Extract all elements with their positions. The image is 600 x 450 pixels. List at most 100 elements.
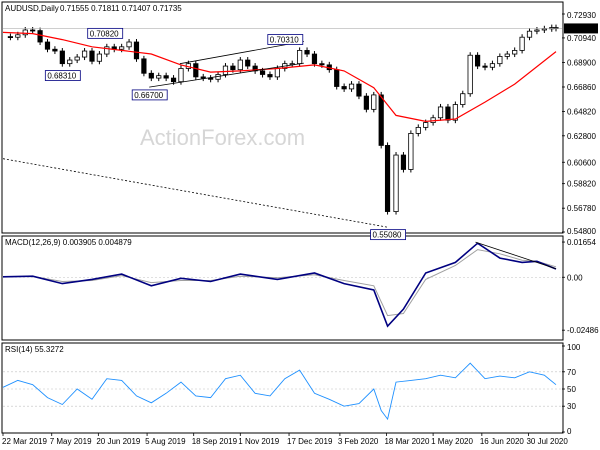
x-tick-label: 20 Jun 2019 — [96, 437, 141, 446]
x-tick-label: 1 Nov 2019 — [238, 437, 279, 446]
candle-body — [245, 59, 251, 67]
candle-body — [170, 77, 177, 83]
x-tick-label: 16 Jun 2020 — [480, 437, 525, 446]
candle-body — [156, 75, 162, 79]
candle-body — [371, 94, 377, 110]
annotation-box — [44, 70, 81, 81]
ohlc-values: 0.71555 0.71811 0.71407 0.71735 — [60, 4, 182, 13]
x-tick-label: 7 May 2019 — [50, 437, 92, 446]
annotation-label: 0.66700 — [134, 91, 163, 100]
candle-body — [356, 83, 362, 97]
candle-body — [104, 46, 110, 55]
price-annotation: 0.68310 — [44, 70, 81, 81]
candle-body — [363, 95, 369, 110]
candle-body — [200, 76, 206, 79]
macd-line — [2, 242, 557, 328]
y-tick-label: 0.54800 — [567, 227, 596, 236]
y-tick-label: 0.56780 — [567, 204, 596, 213]
y-tick-label: 30 — [567, 402, 576, 411]
candle-body — [208, 77, 214, 80]
candle-body — [452, 104, 458, 121]
candle-body — [341, 86, 347, 90]
y-tick-label: 0.72930 — [567, 11, 596, 20]
candle-body — [37, 30, 43, 43]
annotation-box — [267, 34, 304, 45]
candle-body — [378, 94, 384, 146]
candle-body — [89, 50, 95, 62]
annotation-label: 0.68310 — [47, 72, 76, 81]
x-tick-label: 18 Mar 2020 — [384, 437, 429, 446]
candle-body — [512, 50, 518, 55]
y-tick-label: 0.01654 — [567, 238, 596, 247]
candle-body — [230, 65, 236, 71]
annotation-box — [131, 89, 168, 101]
candle-body — [96, 53, 103, 62]
candle-body — [74, 56, 80, 61]
annotation-label: 0.55080 — [373, 231, 402, 240]
candle-body — [489, 63, 496, 68]
candle-body — [408, 133, 414, 170]
trend-line — [179, 41, 304, 65]
last-price-tag — [564, 23, 598, 34]
candle-body — [119, 46, 125, 50]
candle-body — [52, 48, 58, 52]
candle-body — [297, 50, 303, 65]
candle-body — [126, 41, 132, 48]
candle-body — [415, 126, 421, 134]
candle-body — [22, 29, 28, 36]
candle-body — [178, 68, 184, 83]
candle-body — [467, 54, 473, 95]
x-tick-label: 22 Mar 2019 — [2, 437, 47, 446]
candle-body — [334, 69, 340, 87]
candle-body — [44, 41, 51, 50]
candle-body — [267, 74, 273, 78]
candle-body — [445, 106, 451, 121]
y-tick-label: 0.68900 — [567, 58, 596, 67]
candle-body — [148, 72, 154, 79]
macd-trend-line — [475, 241, 557, 270]
candle-body — [437, 106, 444, 119]
x-tick-label: 5 Aug 2019 — [145, 437, 186, 446]
price-chart-title: AUDUSD,Daily — [5, 4, 59, 13]
rsi-title: RSI(14) 55.3272 — [5, 345, 64, 354]
rsi-panel-frame — [1, 342, 564, 434]
candle-body — [423, 122, 429, 128]
y-axes: 0.72930 0.70940 0.68900 0.66860 0.64820 0.628… — [562, 11, 599, 436]
candle-body — [7, 36, 14, 39]
y-tick-label: 0.58820 — [567, 180, 596, 189]
candle-body — [141, 58, 147, 74]
candle-body — [384, 145, 391, 212]
annotation-label: 0.70310 — [270, 36, 299, 45]
candle-body — [497, 56, 503, 65]
last-price-label: 0.71735 — [566, 24, 595, 33]
x-tick-label: 3 Feb 2020 — [338, 437, 379, 446]
x-tick-label: 30 Jul 2020 — [526, 437, 568, 446]
price-annotation: 0.70310 — [267, 34, 304, 45]
y-tick-label: 0.66860 — [567, 83, 596, 92]
rsi-line — [2, 362, 557, 421]
y-tick-label: 100 — [567, 343, 581, 352]
price-plot: 0.70820 0.68310 0.66700 0.70310 0.55080 — [2, 24, 562, 241]
candle-body — [67, 59, 73, 65]
candle-body — [541, 28, 547, 31]
candle-body — [15, 34, 21, 38]
y-tick-label: 0.62800 — [567, 132, 596, 141]
candle-body — [526, 30, 533, 38]
macd-signal-line — [2, 249, 557, 317]
candle-body — [304, 50, 310, 55]
y-tick-label: 0.60600 — [567, 158, 596, 167]
candle-body — [133, 41, 140, 60]
candle-body — [534, 29, 540, 32]
y-tick-label: 0.00 — [567, 273, 583, 282]
candle-body — [163, 75, 169, 79]
candle-body — [311, 53, 318, 65]
candle-body — [400, 154, 407, 170]
moving-average-line — [2, 31, 557, 123]
rsi-plot — [2, 362, 562, 421]
price-annotation: 0.55080 — [370, 229, 406, 241]
trend-line — [2, 158, 388, 228]
macd-title: MACD(12,26,9) 0.003905 0.004879 — [5, 238, 132, 247]
candle-body — [393, 154, 399, 212]
